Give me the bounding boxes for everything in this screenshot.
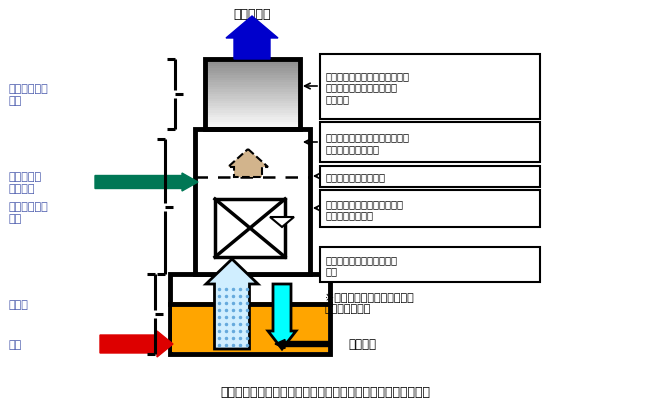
Bar [205,83,300,85]
Text: 二酸化炭素
ガス注入: 二酸化炭素 ガス注入 [8,172,41,193]
Text: ５）アンモニアと二酸化炭素ガ
スが反応して固形物が生成
される。: ５）アンモニアと二酸化炭素ガ スが反応して固形物が生成 される。 [326,71,410,104]
Text: 脱水ろ液: 脱水ろ液 [348,338,376,351]
Bar [205,120,300,123]
Text: ３）凝縮液が脱水ろ液に戻
る。: ３）凝縮液が脱水ろ液に戻 る。 [326,254,398,276]
Bar [205,74,300,76]
FancyArrow shape [228,149,268,177]
Bar [320,166,540,188]
Bar [205,104,300,107]
Bar [205,76,300,79]
Bar [205,88,300,90]
Bar [205,97,300,99]
Bar [205,90,300,92]
FancyArrow shape [268,284,296,349]
Bar [205,72,300,74]
Bar [320,55,540,120]
FancyArrow shape [95,174,198,192]
Bar [195,130,310,274]
Bar [205,102,300,104]
FancyArrow shape [226,17,278,60]
Bar [320,123,540,162]
Bar [205,125,300,127]
Bar [205,69,300,72]
Bar [205,127,300,130]
Bar [205,111,300,113]
Bar [320,190,540,228]
Bar [205,60,300,130]
Polygon shape [270,217,294,228]
Text: 加熱: 加熱 [8,339,21,349]
Bar [320,247,540,282]
Bar [205,113,300,116]
Text: 吸引・減圧: 吸引・減圧 [233,8,271,21]
Bar [205,109,300,111]
Bar [205,62,300,64]
Bar [170,274,330,354]
Bar [205,92,300,95]
Text: 蒸発器: 蒸発器 [8,299,28,309]
Text: ４）凝縮しきれなかったアンモ
ニアが抽出される。: ４）凝縮しきれなかったアンモ ニアが抽出される。 [326,132,410,153]
FancyArrow shape [206,259,258,349]
Text: １）水、アンモニアが脱水ろ
液から蒸発する。: １）水、アンモニアが脱水ろ 液から蒸発する。 [326,198,404,220]
FancyArrow shape [275,340,330,349]
Bar [215,200,285,257]
Bar [205,64,300,67]
Bar [205,123,300,125]
FancyArrow shape [100,331,173,357]
Bar [205,99,300,102]
Bar [205,79,300,81]
Bar [205,118,300,120]
Bar [172,303,328,352]
Text: 図１　減圧蒸留装置での全還流蒸留及び二酸化炭素ガスの注入: 図１ 減圧蒸留装置での全還流蒸留及び二酸化炭素ガスの注入 [220,386,430,399]
Bar [205,107,300,109]
Bar [205,95,300,97]
Bar [205,116,300,118]
Bar [205,67,300,69]
Text: 下部コンデン
サー: 下部コンデン サー [8,202,48,223]
Bar [205,60,300,62]
Text: ※１）から５）の順でプロセ
スは進行する。: ※１）から５）の順でプロセ スは進行する。 [325,291,414,313]
Bar [205,85,300,88]
Bar [205,81,300,83]
Text: 上部コンデン
サー: 上部コンデン サー [8,84,48,106]
Text: ２）蒸気が凝縮する。: ２）蒸気が凝縮する。 [326,172,386,182]
